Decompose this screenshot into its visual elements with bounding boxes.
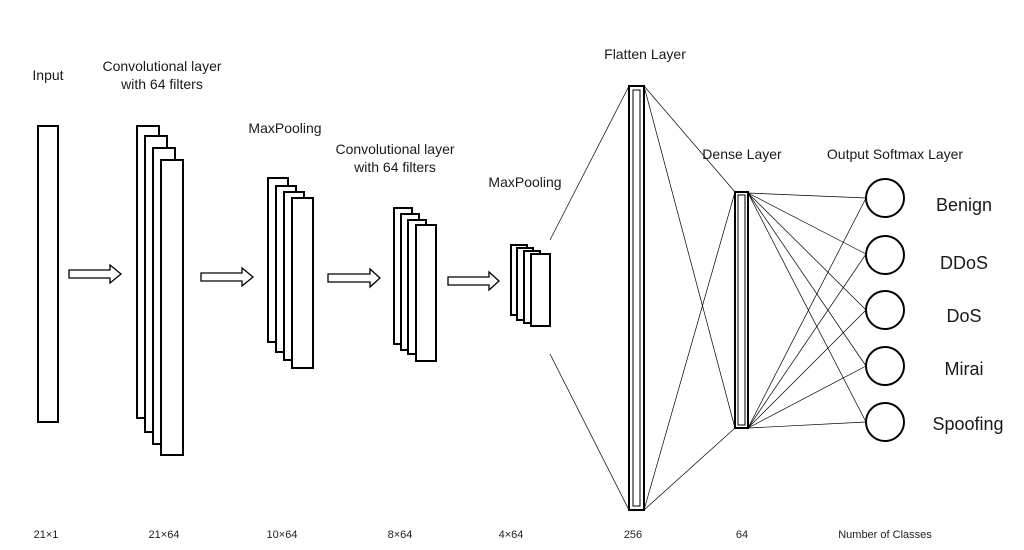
flatten-layer-block xyxy=(628,85,645,511)
arrow-3 xyxy=(327,267,381,289)
flatten-label: Flatten Layer xyxy=(604,46,686,62)
class-label-benign: Benign xyxy=(935,195,993,215)
output-node-spoofing xyxy=(865,402,905,442)
dim-input: 21×1 xyxy=(33,529,59,541)
arrow-1 xyxy=(68,263,123,285)
dim-flatten: 256 xyxy=(623,529,643,541)
output-node-ddos xyxy=(865,235,905,275)
dim-maxpool1: 10×64 xyxy=(266,529,298,541)
maxpool1-label: MaxPooling xyxy=(248,120,322,136)
dim-output: Number of Classes xyxy=(838,529,932,541)
conv2-label-line1: Convolutional layer xyxy=(335,141,455,157)
maxpool-2-stack xyxy=(510,244,551,327)
dim-conv1: 21×64 xyxy=(148,529,180,541)
class-label-mirai: Mirai xyxy=(944,359,984,379)
dense-label: Dense Layer xyxy=(702,146,782,162)
dim-dense: 64 xyxy=(735,529,749,541)
class-label-ddos: DDoS xyxy=(939,253,988,273)
conv1-label-line2: with 64 filters xyxy=(121,76,203,92)
flatten-to-dense-connections xyxy=(643,85,736,511)
class-label-dos: DoS xyxy=(946,306,982,326)
class-label-spoofing: Spoofing xyxy=(932,414,1004,434)
conv-layer-2-stack xyxy=(393,207,437,362)
input-label: Input xyxy=(32,67,64,83)
input-layer-block xyxy=(37,125,59,423)
conv-layer-1-stack xyxy=(136,125,184,456)
dim-conv2: 8×64 xyxy=(387,529,413,541)
maxpool2-label: MaxPooling xyxy=(488,174,562,190)
conv1-label-line1: Convolutional layer xyxy=(102,58,222,74)
dense-layer-block xyxy=(734,191,749,429)
maxpool-to-flatten-connections xyxy=(549,85,630,511)
maxpool-1-stack xyxy=(267,177,314,369)
arrow-4 xyxy=(447,270,500,292)
output-node-dos xyxy=(865,290,905,330)
output-node-benign xyxy=(865,178,905,218)
conv2-label-line2: with 64 filters xyxy=(354,159,436,175)
output-label: Output Softmax Layer xyxy=(826,146,964,162)
dense-to-output-connections xyxy=(747,192,867,429)
arrow-2 xyxy=(200,266,255,288)
output-node-mirai xyxy=(865,346,905,386)
dim-maxpool2: 4×64 xyxy=(498,529,524,541)
